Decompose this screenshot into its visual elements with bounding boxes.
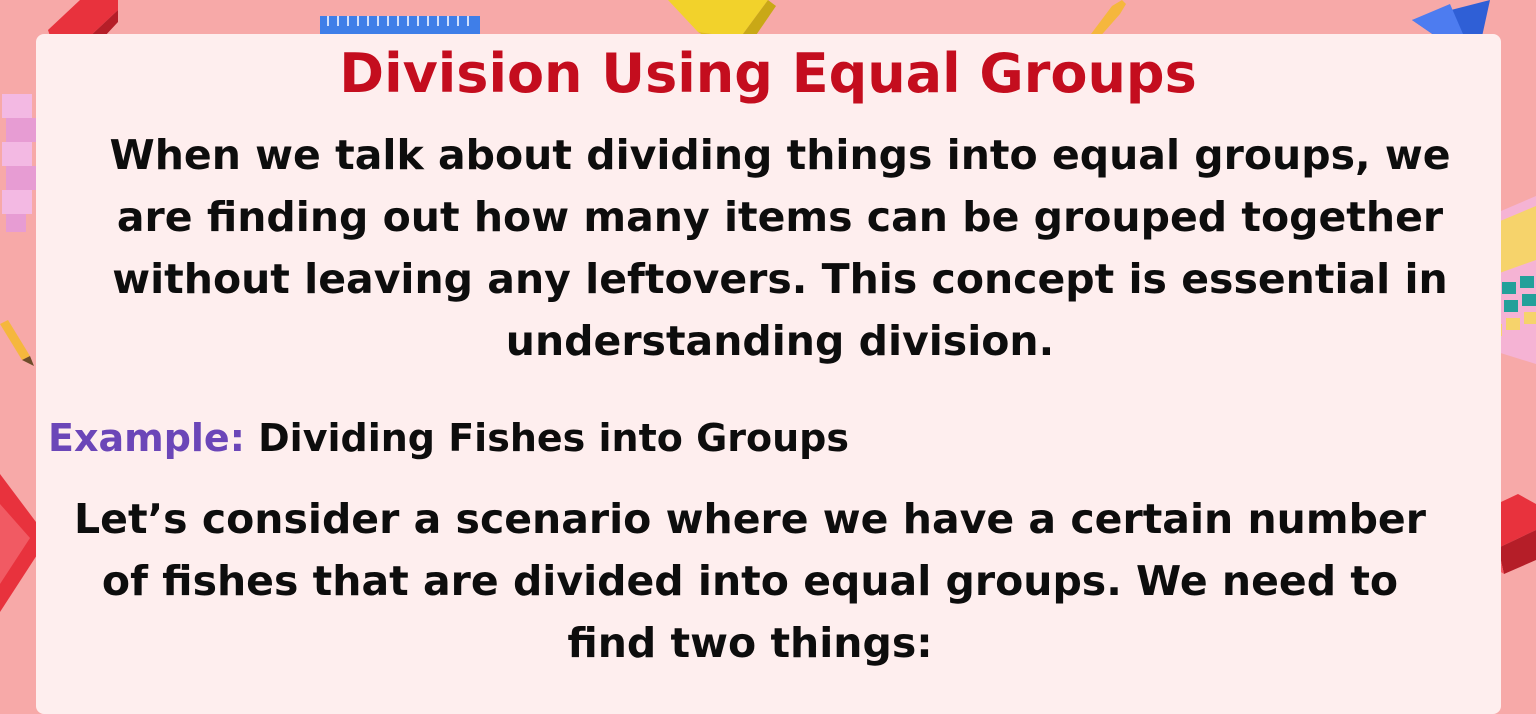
- red-gem-icon: [0, 474, 48, 612]
- scenario-paragraph: Let’s consider a scenario where we have …: [40, 488, 1460, 674]
- pink-blocks-icon: [2, 94, 36, 232]
- intro-line: without leaving any leftovers. This conc…: [112, 255, 1448, 303]
- scenario-line: find two things:: [567, 619, 933, 667]
- intro-line: When we talk about dividing things into …: [109, 131, 1451, 179]
- intro-line: understanding division.: [505, 317, 1055, 365]
- example-label: Example:: [48, 416, 245, 460]
- ruler-icon: [320, 16, 480, 34]
- scenario-line: Let’s consider a scenario where we have …: [74, 495, 1426, 543]
- content-card: [36, 34, 1501, 714]
- pencil-icon: [0, 320, 34, 366]
- intro-paragraph: When we talk about dividing things into …: [80, 124, 1480, 372]
- example-heading: Example: Dividing Fishes into Groups: [48, 408, 849, 468]
- page-title: Division Using Equal Groups: [339, 42, 1197, 105]
- intro-line: are finding out how many items can be gr…: [116, 193, 1444, 241]
- scenario-line: of fishes that are divided into equal gr…: [101, 557, 1399, 605]
- example-text: Dividing Fishes into Groups: [258, 416, 849, 460]
